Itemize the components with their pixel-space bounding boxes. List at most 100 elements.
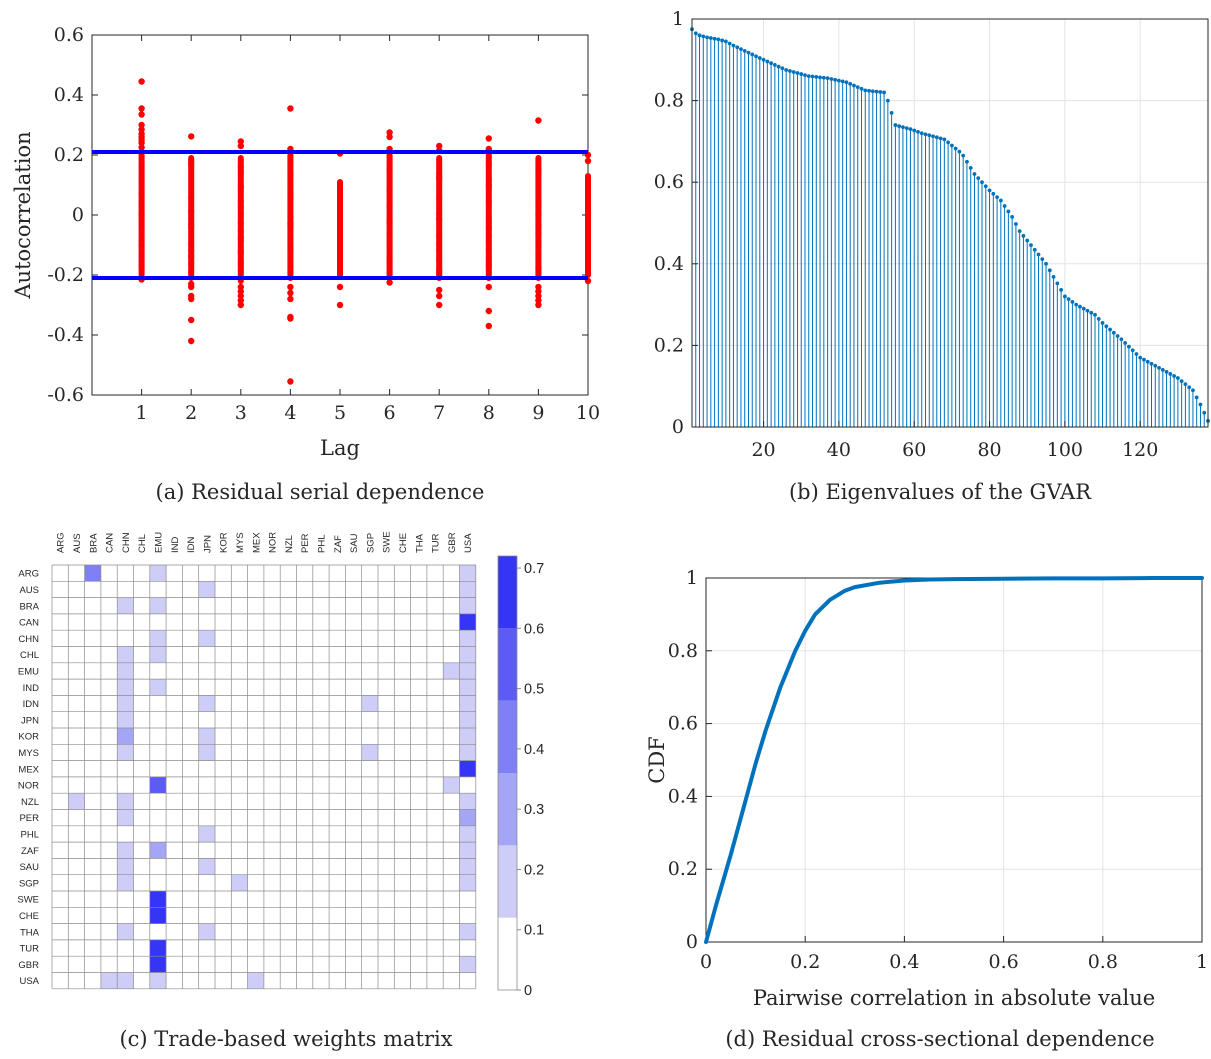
row-label: CHN (18, 634, 39, 645)
row-label: PHL (21, 829, 39, 840)
data-point (386, 189, 393, 196)
stem-marker (780, 66, 785, 71)
row-label: AUS (19, 585, 39, 596)
colorbar-segment (498, 773, 517, 846)
data-point (237, 234, 244, 241)
heatmap-cell (117, 809, 134, 826)
stem-marker (720, 38, 725, 43)
data-point (237, 169, 244, 176)
y-tick-label: 0 (72, 204, 84, 226)
heatmap-cell (459, 565, 476, 582)
data-point (585, 209, 591, 216)
stem-marker (1066, 297, 1071, 302)
data-point (188, 216, 195, 223)
stem-marker (1111, 330, 1116, 335)
data-point (436, 173, 443, 180)
heatmap-cell (459, 695, 476, 712)
data-point (337, 235, 343, 242)
x-tick-label: 9 (532, 402, 544, 424)
data-point (535, 242, 542, 249)
colorbar-label: 0.7 (524, 561, 544, 577)
data-point (584, 157, 592, 165)
data-point (585, 181, 591, 188)
stem-marker (716, 37, 721, 42)
row-label: JPN (21, 715, 39, 726)
data-point (188, 337, 195, 345)
data-point (585, 218, 591, 225)
heatmap-cell (459, 760, 476, 777)
data-point (237, 138, 244, 145)
stem-marker (1029, 243, 1033, 248)
data-point (535, 288, 542, 295)
data-point (585, 189, 591, 196)
stem-marker (1089, 310, 1094, 315)
data-point (188, 254, 195, 261)
data-point (535, 166, 542, 173)
stem-marker (818, 75, 822, 80)
data-point (287, 258, 294, 265)
data-point (485, 219, 492, 226)
axes-box-b (691, 18, 1209, 428)
data-point (386, 177, 393, 184)
data-point (237, 283, 244, 291)
data-point (188, 283, 195, 291)
stem-marker (1164, 370, 1169, 374)
stem-marker (983, 184, 988, 189)
heatmap-cell (459, 842, 476, 859)
column-label: PER (300, 533, 311, 553)
data-point (287, 283, 294, 291)
stem-marker (980, 180, 984, 185)
x-tick-label: 8 (483, 402, 495, 424)
colorbar-label: 0.1 (524, 923, 544, 939)
data-point (485, 238, 492, 245)
heatmap-cell (149, 565, 167, 582)
data-point (485, 198, 492, 205)
stem-marker (791, 70, 796, 74)
data-point (535, 188, 542, 195)
heatmap-cell (117, 711, 134, 728)
heatmap-cell (68, 793, 85, 810)
data-point (386, 133, 393, 141)
data-point (336, 301, 344, 309)
data-point (138, 126, 145, 133)
y-axis-title: CDF (645, 736, 669, 783)
stem-marker (919, 131, 924, 136)
stem-marker (1059, 288, 1064, 292)
heatmap-cell (459, 858, 476, 875)
data-point (386, 202, 393, 209)
data-point (485, 135, 492, 142)
stem-marker (934, 135, 939, 140)
stem-marker (855, 85, 860, 90)
stem-marker (882, 90, 886, 95)
column-label: IDN (186, 537, 197, 554)
data-point (188, 156, 195, 163)
row-label: SAU (19, 862, 39, 873)
column-label: MYS (235, 532, 246, 553)
stem-marker (1191, 388, 1195, 393)
data-point (138, 144, 145, 151)
heatmap-cell (198, 695, 215, 712)
data-point (386, 256, 393, 263)
row-label: IND (23, 683, 40, 694)
data-point (287, 295, 294, 303)
stem-marker (1134, 352, 1139, 356)
data-point (436, 301, 443, 309)
stem-marker (1104, 324, 1109, 329)
colorbar-segment (498, 700, 517, 773)
stem-marker (870, 89, 875, 94)
y-tick-label: 0.8 (654, 90, 684, 112)
row-label: KOR (18, 732, 39, 743)
data-point (337, 212, 343, 219)
caption-c: (c) Trade-based weights matrix (119, 1027, 452, 1051)
data-point (386, 164, 393, 171)
stem-marker (1002, 204, 1007, 208)
caption-d: (d) Residual cross-sectional dependence (725, 1027, 1154, 1051)
data-point (287, 191, 294, 198)
data-point (138, 78, 145, 85)
data-point (535, 292, 542, 300)
data-point (287, 171, 294, 178)
column-label: CHE (398, 533, 409, 553)
data-point (188, 268, 195, 275)
data-point (287, 105, 294, 112)
